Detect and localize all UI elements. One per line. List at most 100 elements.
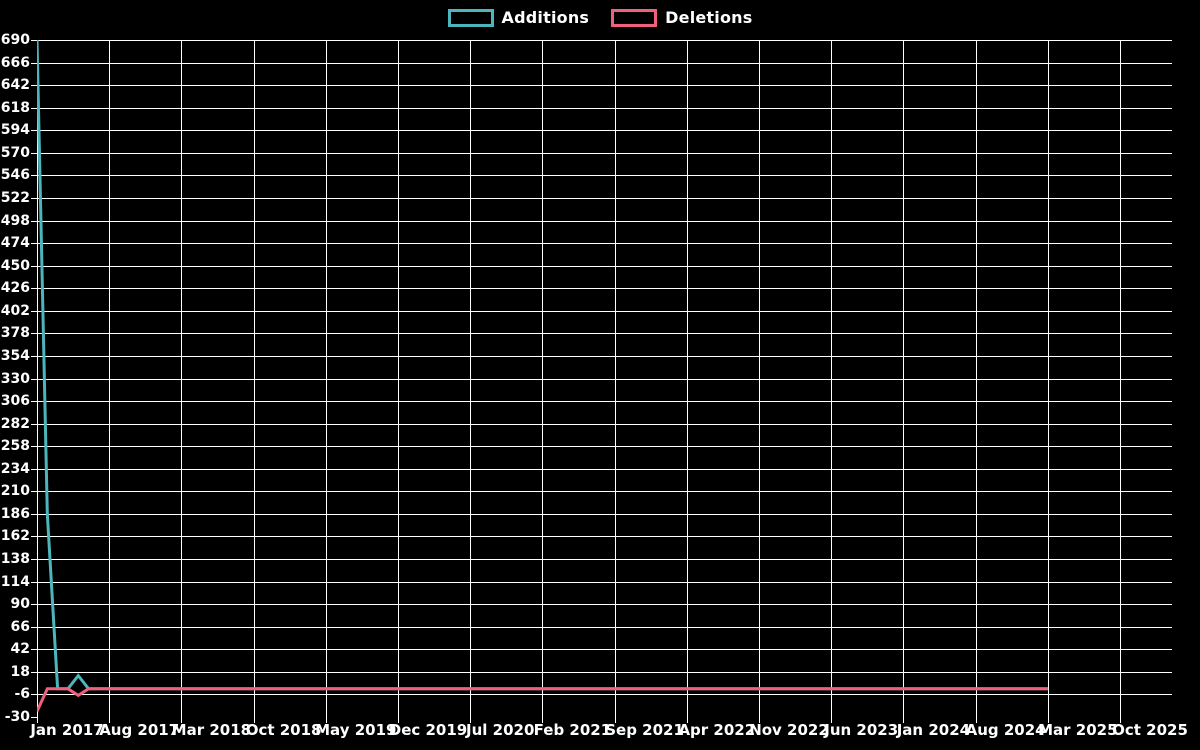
grid-line-horizontal (37, 694, 1172, 695)
grid-line-horizontal (37, 40, 1172, 41)
legend-swatch-additions-icon (447, 9, 494, 27)
x-axis-tick-label: Mar 2018 (171, 721, 252, 739)
y-axis-tick-mark (31, 130, 37, 132)
grid-line-vertical (976, 40, 977, 717)
y-axis-tick-mark (31, 333, 37, 335)
x-axis-tick-mark (831, 717, 833, 723)
y-axis-tick-label: 642 (0, 77, 30, 94)
y-axis-tick-mark (31, 513, 37, 515)
grid-line-vertical (542, 40, 543, 717)
x-axis-tick-label: Aug 2024 (965, 721, 1046, 739)
y-axis-tick-label: 426 (0, 280, 30, 297)
y-axis-tick-mark (31, 85, 37, 87)
grid-line-horizontal (37, 311, 1172, 312)
x-axis-tick-label: Sep 2021 (605, 721, 684, 739)
y-axis-tick-label: 594 (0, 122, 30, 139)
x-axis-tick-mark (614, 717, 616, 723)
x-axis-tick-mark (181, 717, 183, 723)
grid-line-horizontal (37, 649, 1172, 650)
legend-item-additions[interactable]: Additions (447, 9, 590, 27)
y-axis-tick-label: -30 (4, 709, 30, 725)
y-axis-tick-label: 498 (0, 212, 30, 229)
grid-line-vertical (326, 40, 327, 717)
grid-line-horizontal (37, 356, 1172, 357)
legend-item-deletions[interactable]: Deletions (611, 9, 752, 27)
grid-line-vertical (37, 40, 38, 717)
grid-line-horizontal (37, 536, 1172, 537)
y-axis-tick-mark (31, 197, 37, 199)
x-axis-tick-mark (470, 717, 472, 723)
y-axis-tick-mark (31, 310, 37, 312)
y-axis-tick-mark (31, 604, 37, 606)
grid-line-horizontal (37, 175, 1172, 176)
chart-legend: Additions Deletions (0, 0, 1200, 36)
y-axis-tick-label: 378 (0, 325, 30, 342)
grid-line-vertical (615, 40, 616, 717)
grid-line-horizontal (37, 288, 1172, 289)
grid-line-horizontal (37, 559, 1172, 560)
y-axis-tick-label: -6 (14, 686, 30, 703)
grid-line-vertical (470, 40, 471, 717)
x-axis-tick-label: Dec 2019 (388, 721, 468, 739)
x-axis-tick-label: Feb 2021 (533, 721, 612, 739)
grid-line-vertical (759, 40, 760, 717)
x-axis-tick-mark (398, 717, 399, 723)
grid-line-horizontal (37, 108, 1172, 109)
y-axis-tick-mark (31, 243, 37, 245)
y-axis-tick-label: 162 (0, 528, 30, 545)
y-axis-tick-mark (31, 536, 37, 538)
y-axis-tick-label: 546 (0, 167, 30, 184)
y-axis-tick-label: 570 (0, 144, 30, 161)
grid-line-horizontal (37, 130, 1172, 131)
x-axis-tick-mark (975, 717, 977, 723)
grid-line-vertical (1120, 40, 1121, 717)
y-axis-tick-label: 690 (0, 32, 30, 48)
y-axis-tick-label: 66 (10, 618, 30, 635)
grid-line-horizontal (37, 221, 1172, 222)
y-axis-tick-mark (31, 694, 37, 696)
y-axis-tick-label: 450 (0, 257, 30, 274)
y-axis-tick-label: 330 (0, 370, 30, 387)
y-axis-tick-label: 522 (0, 189, 30, 206)
y-axis-tick-mark (31, 468, 37, 470)
x-axis-tick-mark (686, 717, 688, 723)
y-axis-tick-mark (31, 265, 37, 267)
y-axis-tick-mark (31, 446, 37, 448)
y-axis-tick-mark (31, 152, 37, 154)
y-axis-tick-mark (31, 355, 37, 357)
grid-line-horizontal (37, 401, 1172, 402)
grid-line-horizontal (37, 266, 1172, 267)
y-axis-tick-label: 210 (0, 483, 30, 500)
x-axis-tick-mark (903, 717, 905, 723)
y-axis-tick-label: 186 (0, 505, 30, 522)
grid-line-vertical (109, 40, 110, 717)
series-svg (37, 40, 1048, 712)
y-axis-tick-label: 474 (0, 235, 30, 252)
grid-line-horizontal (37, 491, 1172, 492)
y-axis-tick-label: 138 (0, 551, 30, 568)
x-axis-tick-mark (109, 717, 111, 723)
grid-line-horizontal (37, 582, 1172, 583)
x-axis-tick-label: Jun 2023 (824, 721, 899, 739)
x-axis-tick-mark (759, 717, 760, 723)
x-axis-tick-label: Nov 2022 (749, 721, 829, 739)
legend-swatch-deletions-icon (611, 9, 658, 27)
plot-area (37, 40, 1172, 717)
x-axis-tick-mark (37, 717, 38, 723)
y-axis-tick-mark (31, 423, 37, 425)
y-axis-tick-mark (31, 220, 37, 222)
y-axis-tick-label: 114 (0, 573, 30, 590)
y-axis-tick-label: 618 (0, 99, 30, 116)
grid-line-vertical (831, 40, 832, 717)
x-axis-tick-mark (253, 717, 255, 723)
grid-line-horizontal (37, 446, 1172, 447)
y-axis-tick-mark (31, 288, 37, 290)
grid-line-horizontal (37, 514, 1172, 515)
y-axis-tick-mark (31, 401, 37, 403)
x-axis-tick-label: Oct 2025 (1112, 721, 1188, 739)
grid-line-vertical (903, 40, 904, 717)
grid-line-horizontal (37, 672, 1172, 673)
x-axis-tick-label: Jul 2020 (466, 721, 535, 739)
y-axis-tick-label: 306 (0, 393, 30, 410)
